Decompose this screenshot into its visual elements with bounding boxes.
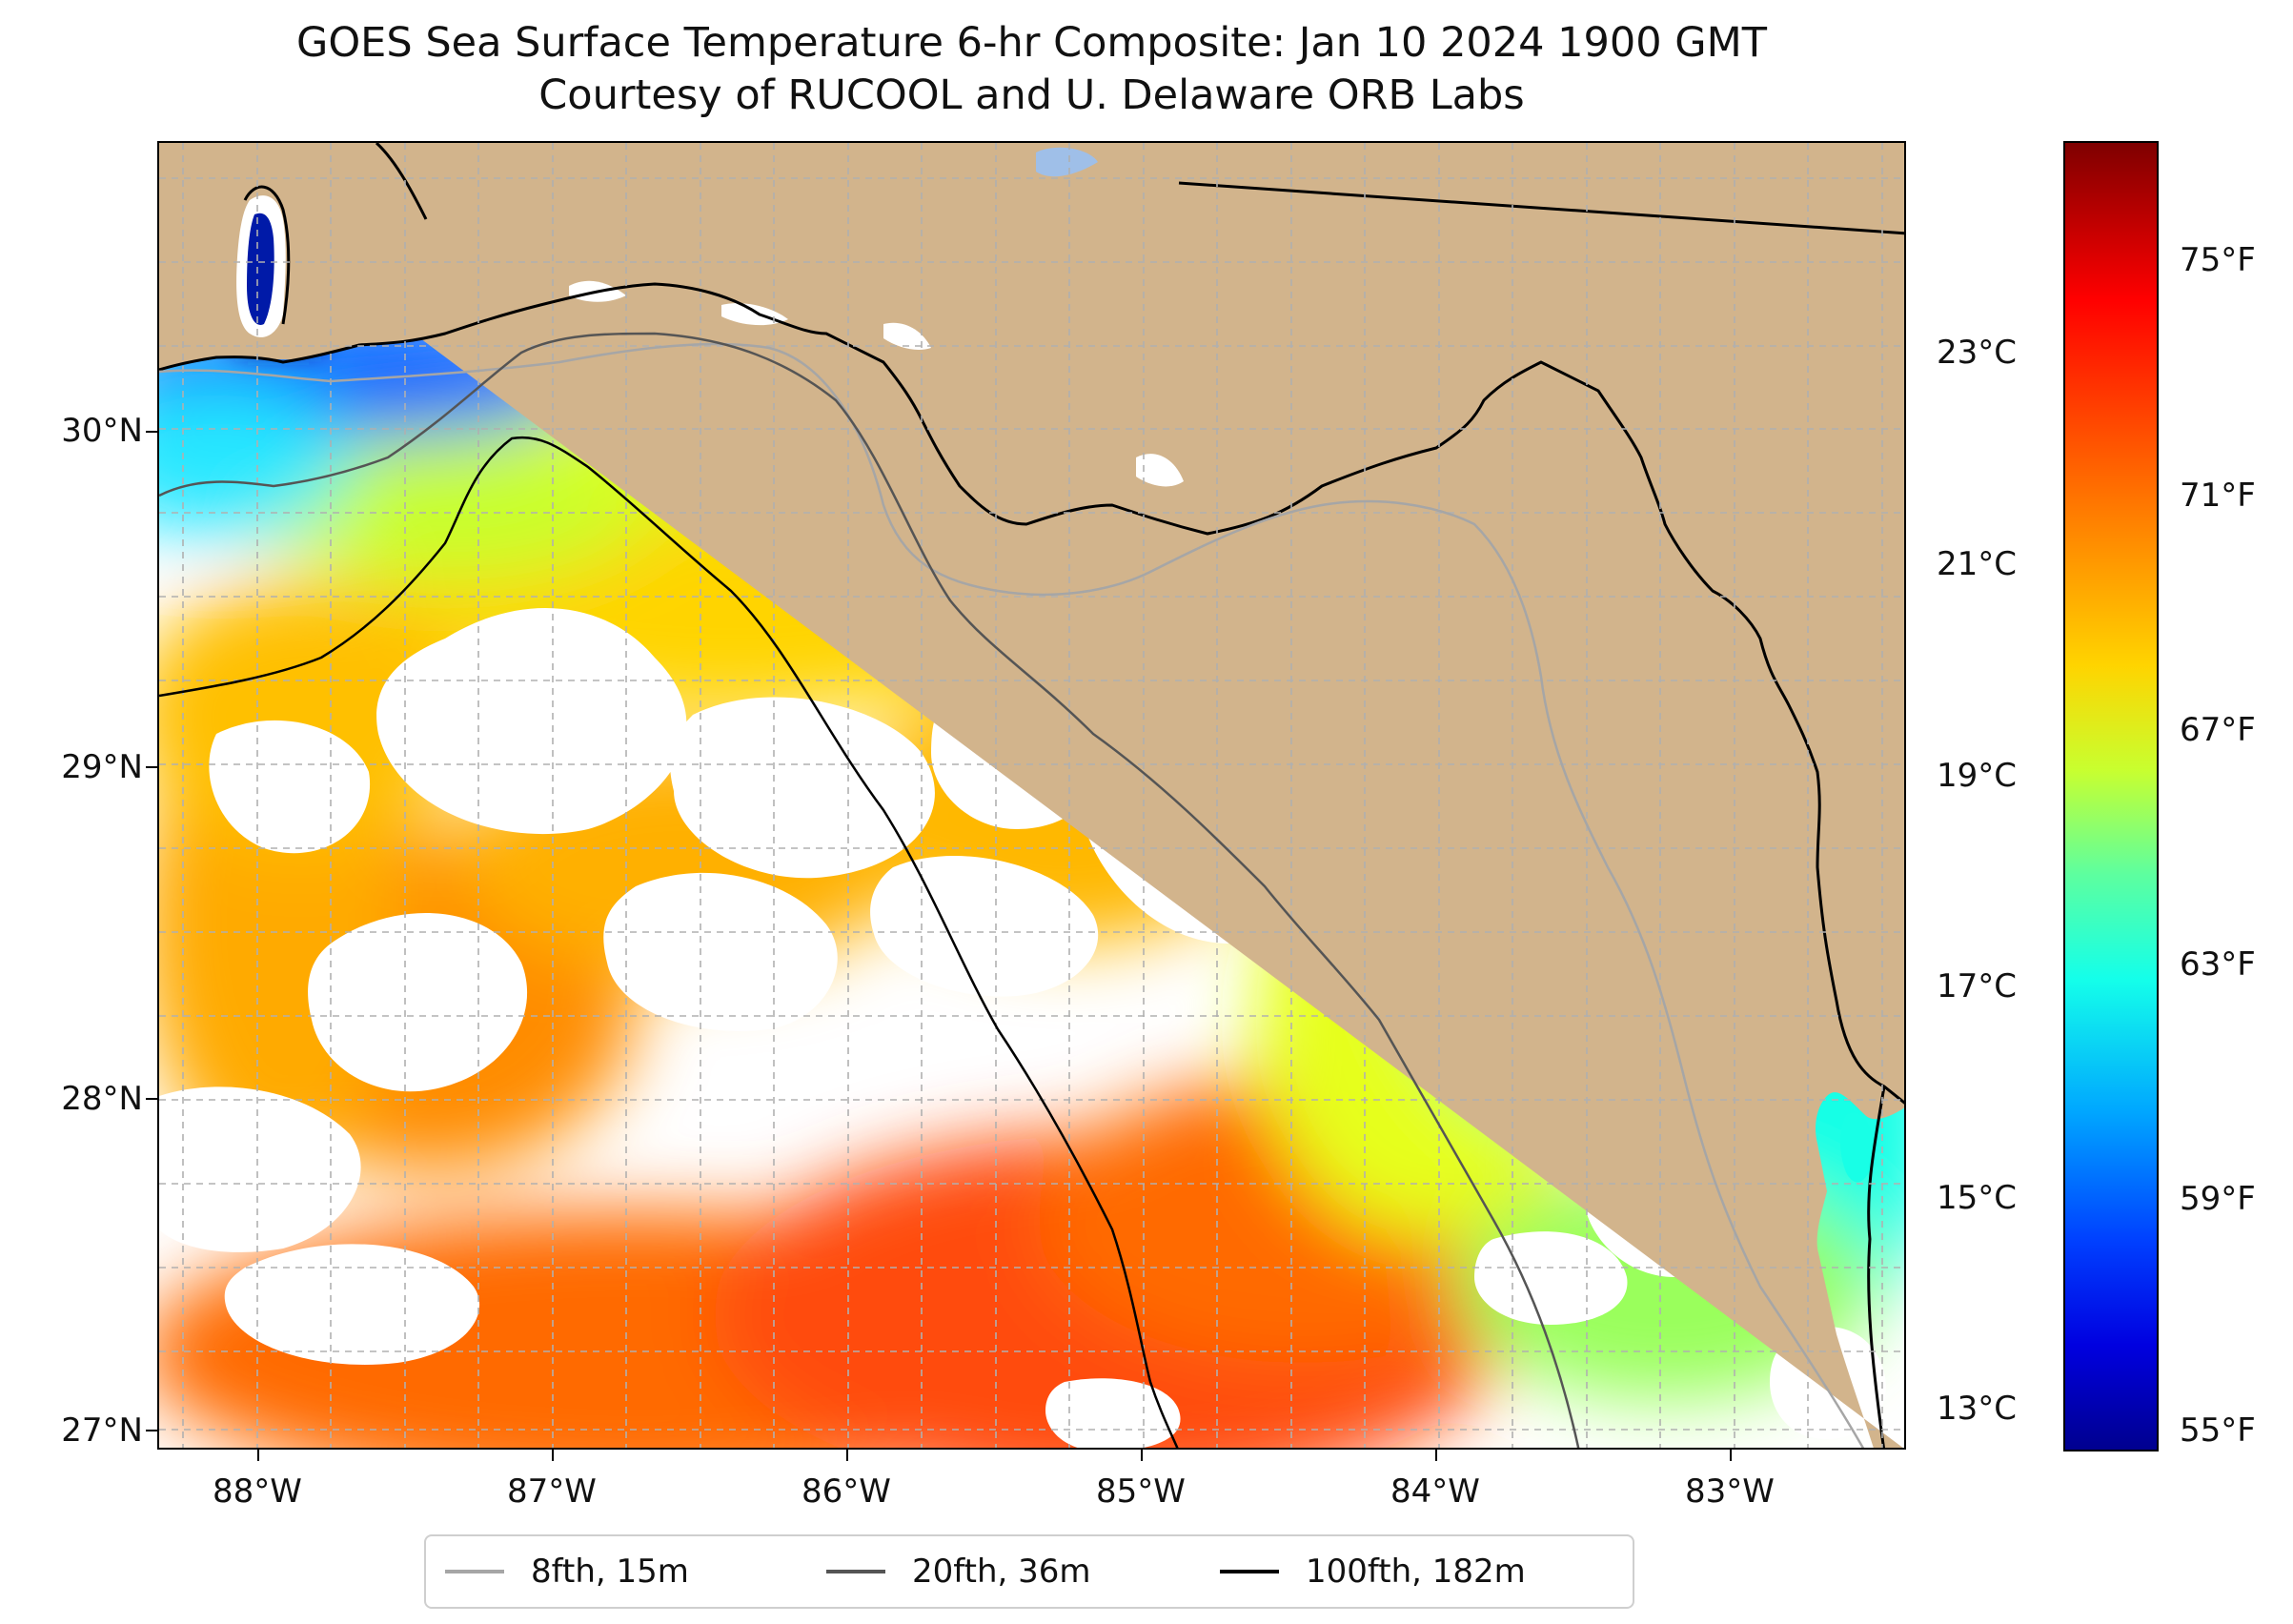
cb-f-63: 63°F: [2180, 945, 2256, 984]
legend-swatch-20fth: [826, 1570, 885, 1573]
cb-c-15: 15°C: [1937, 1179, 2018, 1217]
legend-label-100fth: 100fth, 182m: [1306, 1553, 1526, 1591]
lat-label-29: 29°N: [61, 748, 143, 786]
isobath-legend: 8fth, 15m 20fth, 36m 100fth, 182m: [424, 1534, 1634, 1609]
lon-label-87: 87°W: [507, 1472, 597, 1511]
lon-label-86: 86°W: [802, 1472, 891, 1511]
coastline: [159, 282, 1904, 1105]
map-title: GOES Sea Surface Temperature 6-hr Compos…: [157, 17, 1906, 122]
cb-f-67: 67°F: [2180, 711, 2256, 749]
map-canvas: [159, 143, 1904, 1448]
isobath-8fth: [159, 342, 1865, 1448]
sst-map[interactable]: [157, 141, 1906, 1450]
cb-f-71: 71°F: [2180, 477, 2256, 515]
cb-f-55: 55°F: [2180, 1411, 2256, 1450]
cb-f-59: 59°F: [2180, 1180, 2256, 1218]
lat-label-27: 27°N: [61, 1411, 143, 1450]
legend-label-20fth: 20fth, 36m: [912, 1553, 1091, 1591]
cb-c-21: 21°C: [1937, 545, 2018, 583]
legend-label-8fth: 8fth, 15m: [531, 1553, 689, 1591]
legend-swatch-8fth: [445, 1570, 504, 1573]
graticule: [159, 143, 1904, 1448]
lat-label-30: 30°N: [61, 412, 143, 450]
legend-swatch-100fth: [1220, 1570, 1279, 1573]
cb-c-13: 13°C: [1937, 1390, 2018, 1428]
cb-c-19: 19°C: [1937, 757, 2018, 795]
lat-label-28: 28°N: [61, 1080, 143, 1118]
isobath-100fth: [159, 436, 1179, 1448]
lon-label-88: 88°W: [213, 1472, 302, 1511]
legend-item-100fth: 100fth, 182m: [1220, 1536, 1526, 1607]
legend-item-20fth: 20fth, 36m: [826, 1536, 1091, 1607]
colorbar: [2063, 141, 2159, 1451]
lon-label-85: 85°W: [1096, 1472, 1186, 1511]
land-mass: [159, 143, 1904, 1448]
title-line-1: GOES Sea Surface Temperature 6-hr Compos…: [296, 19, 1767, 67]
title-line-2: Courtesy of RUCOOL and U. Delaware ORB L…: [538, 71, 1525, 119]
isobath-20fth: [159, 332, 1580, 1448]
lon-label-84: 84°W: [1390, 1472, 1480, 1511]
lon-label-83: 83°W: [1685, 1472, 1775, 1511]
cb-f-75: 75°F: [2180, 241, 2256, 279]
cb-c-17: 17°C: [1937, 967, 2018, 1005]
cb-c-23: 23°C: [1937, 334, 2018, 372]
legend-item-8fth: 8fth, 15m: [445, 1536, 689, 1607]
